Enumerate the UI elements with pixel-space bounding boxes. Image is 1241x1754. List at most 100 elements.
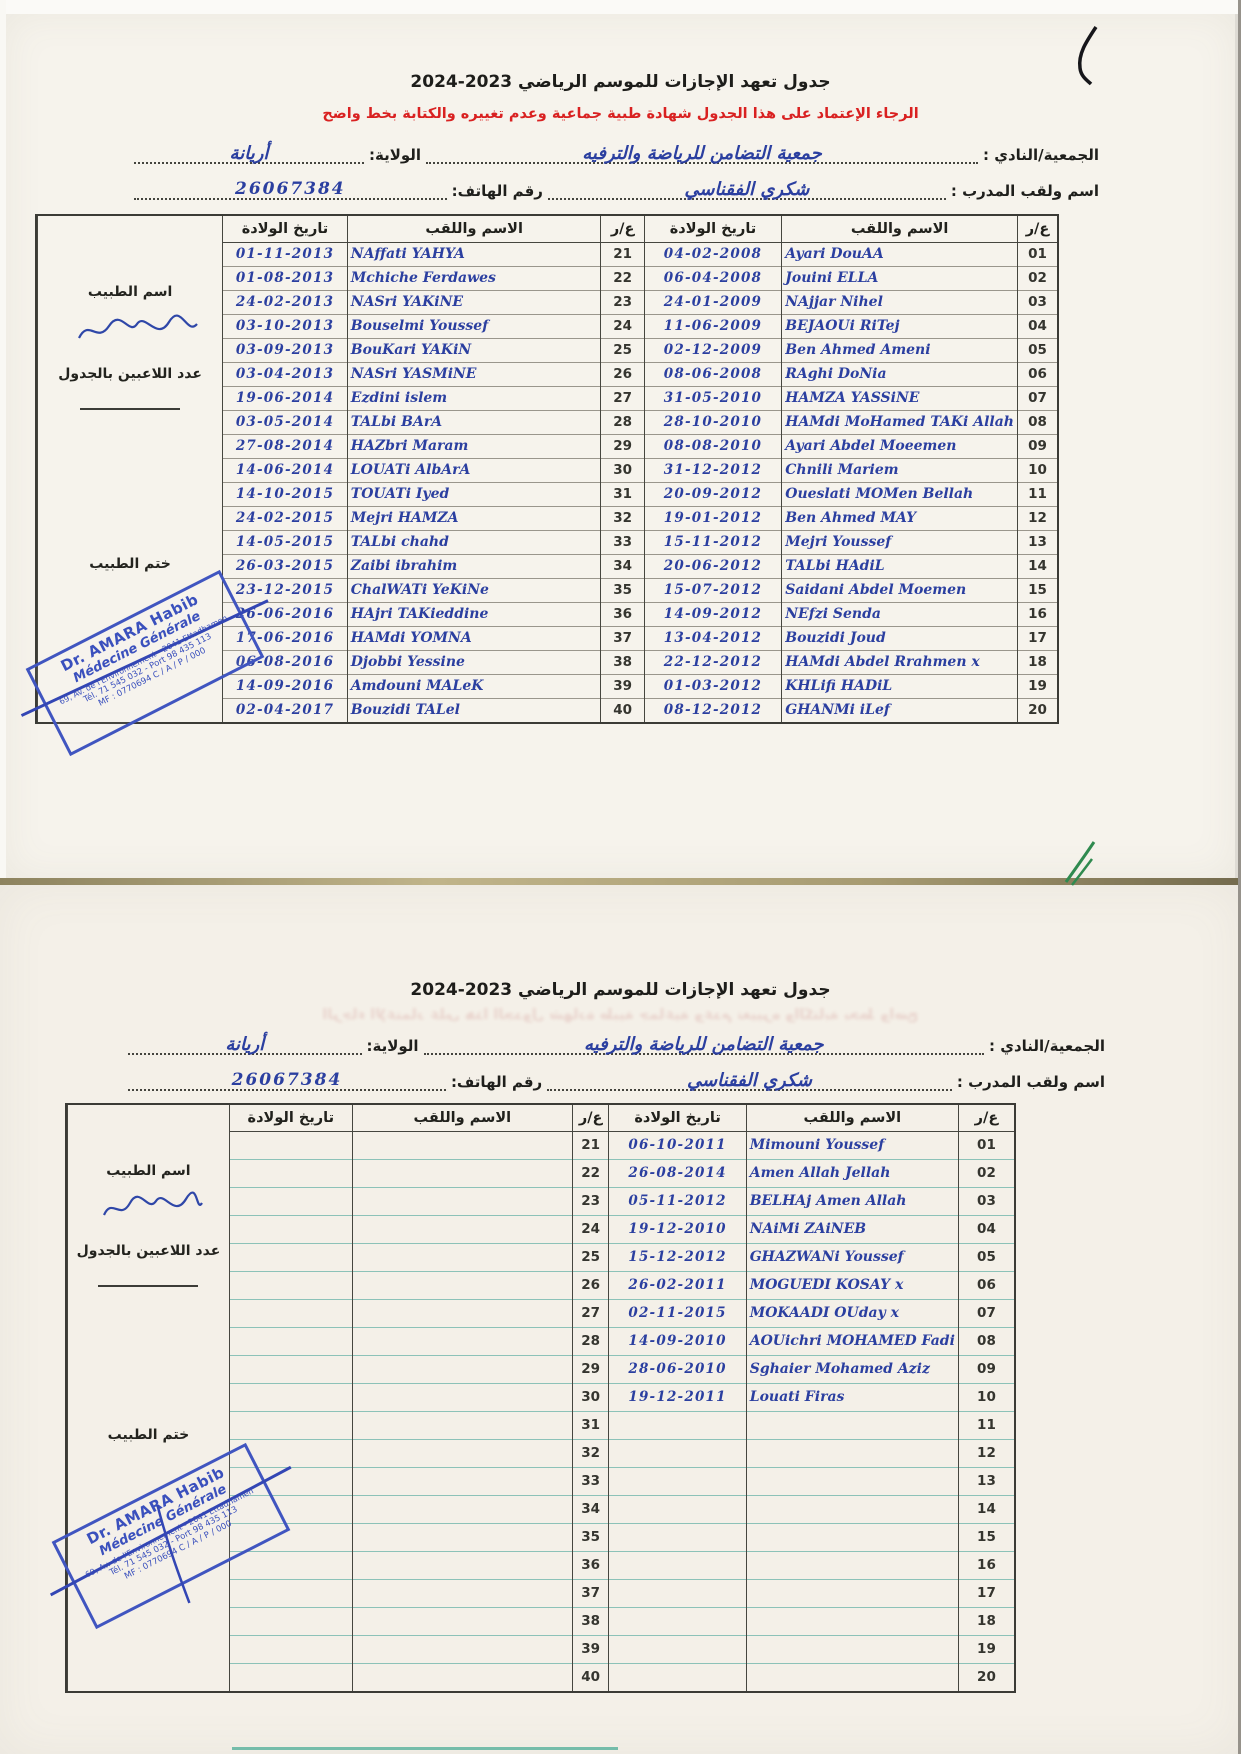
row-number-group2: 24 [600, 313, 645, 338]
dob-cell-group2 [228, 1130, 353, 1159]
header-dob-group1: تاريخ الولادة [608, 1105, 747, 1132]
table-row: 14-05-2015 TALbi chahd 33 15-11-2012 Mej… [222, 529, 1057, 554]
row-number-group1: 17 [1016, 625, 1057, 650]
row-number-group1: 05 [957, 1242, 1014, 1271]
table-row: 03-09-2013 BouKari YAKiN 25 02-12-2009 B… [222, 337, 1057, 362]
coach-dotted-line: شكري الفقناسي [547, 1067, 952, 1091]
name-cell-group1: MOGUEDI KOSAY x [745, 1270, 959, 1299]
table-row: 38 18 [228, 1606, 1014, 1635]
roster-table: تاريخ الولادة الاسم واللقب ع/ر تاريخ الو… [222, 216, 1057, 722]
row-number-group2: 27 [600, 385, 645, 410]
roster-table: تاريخ الولادة الاسم واللقب ع/ر تاريخ الو… [228, 1105, 1014, 1691]
dob-cell-group1: 06-04-2008 [643, 265, 782, 290]
row-number-group1: 12 [957, 1438, 1014, 1467]
phone-label: رقم الهاتف: [451, 182, 543, 200]
dob-cell-group2: 01-11-2013 [222, 241, 348, 266]
row-number-group2: 34 [571, 1494, 609, 1523]
coach-label: اسم ولقب المدرب : [956, 1073, 1105, 1091]
row-number-group2: 26 [571, 1270, 609, 1299]
name-cell-group2 [351, 1382, 573, 1411]
name-cell-group1 [745, 1662, 959, 1691]
dob-cell-group2 [228, 1606, 353, 1635]
table-row: 02-04-2017 Bouzidi TALel 40 08-12-2012 G… [222, 697, 1057, 722]
dob-cell-group2 [228, 1410, 353, 1439]
header-num-group1: ع/ر [957, 1105, 1014, 1132]
dob-cell-group2: 14-05-2015 [222, 529, 348, 554]
club-handwritten-value: جمعية التضامن للرياضة والترفيه [584, 1034, 824, 1055]
name-cell-group1 [745, 1606, 959, 1635]
dob-cell-group2: 06-08-2016 [222, 649, 348, 674]
row-number-group2: 23 [600, 289, 645, 314]
row-number-group2: 29 [571, 1354, 609, 1383]
dob-cell-group1 [608, 1410, 747, 1439]
phone-handwritten-value: 26067384 [231, 1070, 343, 1090]
name-cell-group2 [351, 1410, 573, 1439]
name-cell-group2: Amdouni MALeK [346, 673, 601, 698]
dob-cell-group2 [228, 1662, 353, 1691]
name-cell-group1: Ben Ahmed MAY [781, 505, 1018, 530]
name-cell-group1: NAjjar Nihel [781, 289, 1018, 314]
green-pen-mark [1064, 841, 1096, 886]
name-cell-group1: Louati Firas [745, 1382, 959, 1411]
dob-cell-group1: 26-08-2014 [608, 1158, 747, 1187]
dob-cell-group2 [228, 1494, 353, 1523]
dob-cell-group2: 27-08-2014 [222, 433, 348, 458]
row-number-group1: 13 [1016, 529, 1057, 554]
table-row: 14-10-2015 TOUATi Iyed 31 20-09-2012 Oue… [222, 481, 1057, 506]
name-cell-group1: Ben Ahmed Ameni [781, 337, 1018, 362]
row-number-group1: 15 [1016, 577, 1057, 602]
name-cell-group2 [351, 1298, 573, 1327]
row-number-group1: 18 [957, 1606, 1014, 1635]
dob-cell-group1 [608, 1606, 747, 1635]
doctor-stamp-label: ختم الطبيب [107, 1427, 190, 1443]
row-number-group1: 19 [957, 1634, 1014, 1663]
name-cell-group2 [351, 1662, 573, 1691]
row-number-group2: 40 [571, 1662, 609, 1691]
row-number-group2: 29 [600, 433, 645, 458]
dob-cell-group1: 06-10-2011 [608, 1130, 747, 1159]
dob-cell-group2: 03-04-2013 [222, 361, 348, 386]
row-number-group2: 35 [600, 577, 645, 602]
dob-cell-group2: 26-03-2015 [222, 553, 348, 578]
phone-label: رقم الهاتف: [450, 1073, 543, 1091]
header-num-group1: ع/ر [1016, 216, 1057, 243]
row-number-group1: 01 [1016, 241, 1057, 266]
dob-cell-group1: 31-05-2010 [643, 385, 782, 410]
table-row: 27 02-11-2015 MOKAADI OUday x 07 [228, 1298, 1014, 1327]
name-cell-group1: BEJAOUi RiTej [781, 313, 1018, 338]
name-cell-group1: KHLifi HADiL [781, 673, 1018, 698]
name-cell-group2: LOUATi AlbArA [346, 457, 601, 482]
page-1: جدول تعهد الإجازات للموسم الرياضي 2023-2… [6, 14, 1235, 878]
dob-cell-group1: 15-11-2012 [643, 529, 782, 554]
header-name-group1: الاسم واللقب [745, 1105, 959, 1132]
state-label: الولاية: [366, 1037, 419, 1055]
name-cell-group2: Mchiche Ferdawes [346, 265, 601, 290]
dob-cell-group2: 01-08-2013 [222, 265, 348, 290]
doctor-stamp-panel: اسم الطبيب عدد اللاعبين بالجدول ختم الطب… [20, 216, 269, 757]
dob-cell-group2: 24-02-2015 [222, 505, 348, 530]
table-row: 03-10-2013 Bouselmi Youssef 24 11-06-200… [222, 313, 1057, 338]
name-cell-group1: GHAZWANi Youssef [745, 1242, 959, 1271]
name-cell-group2: NAffati YAHYA [346, 241, 601, 266]
row-number-group1: 08 [957, 1326, 1014, 1355]
name-cell-group1: Oueslati MOMen Bellah [781, 481, 1018, 506]
club-dotted-line: جمعية التضامن للرياضة والترفيه [423, 1031, 984, 1055]
row-number-group2: 22 [600, 265, 645, 290]
name-cell-group1: Ayari DouAA [781, 241, 1018, 266]
dob-cell-group1 [608, 1494, 747, 1523]
page-title: جدول تعهد الإجازات للموسم الرياضي 2023-2… [410, 72, 831, 92]
name-cell-group2: Bouselmi Youssef [346, 313, 601, 338]
table-row: 19-06-2014 Ezdini islem 27 31-05-2010 HA… [222, 385, 1057, 410]
header-dob-group2: تاريخ الولادة [222, 216, 348, 243]
row-number-group2: 23 [571, 1186, 609, 1215]
header-name-group2: الاسم واللقب [346, 216, 601, 243]
row-number-group2: 21 [571, 1130, 609, 1159]
header-num-group2: ع/ر [571, 1105, 609, 1132]
name-cell-group2 [351, 1326, 573, 1355]
header-dob-group1: تاريخ الولادة [643, 216, 782, 243]
table-row: 39 19 [228, 1634, 1014, 1663]
table-row: 03-04-2013 NASri YASMiNE 26 08-06-2008 R… [222, 361, 1057, 386]
name-cell-group2: Bouzidi TALel [346, 697, 601, 722]
dob-cell-group1: 02-11-2015 [608, 1298, 747, 1327]
